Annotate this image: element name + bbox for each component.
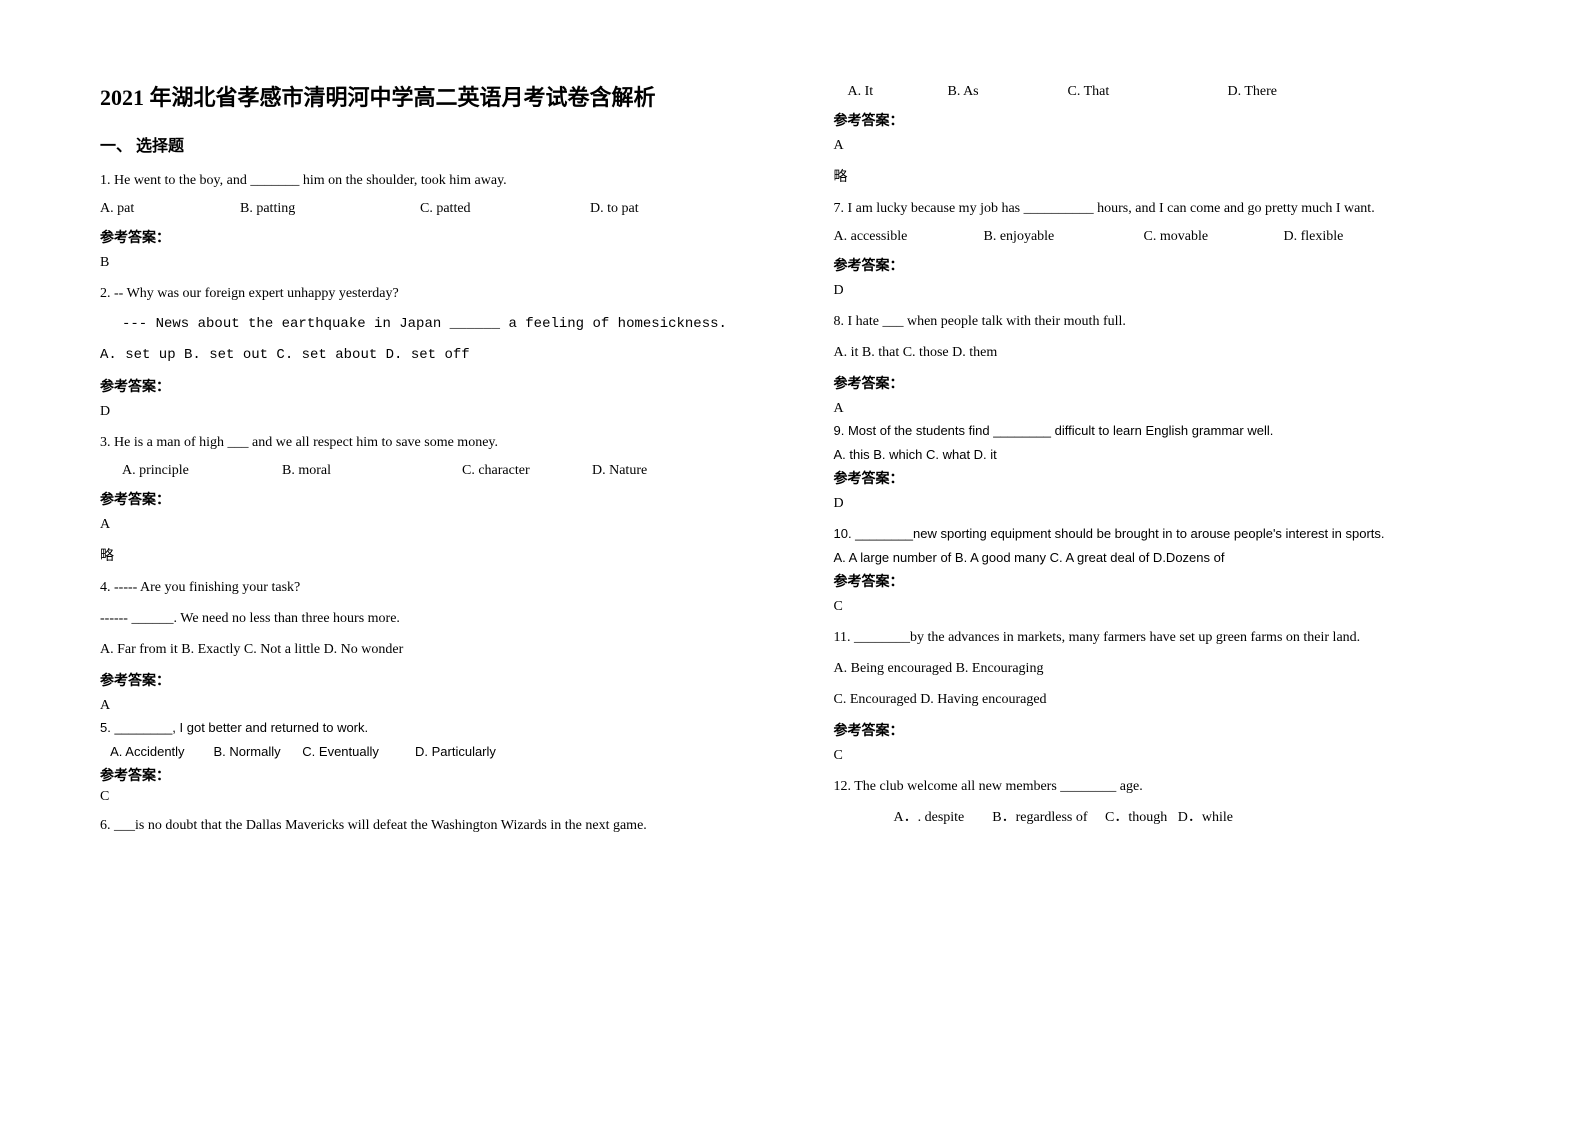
q8-answer-label: 参考答案： — [834, 373, 1508, 393]
q2-sub: --- News about the earthquake in Japan _… — [100, 314, 774, 335]
q4-answer: A — [100, 698, 774, 714]
q3-options: A. principle B. moral C. character D. Na… — [100, 463, 774, 479]
q10-text: 10. ________new sporting equipment shoul… — [834, 524, 1508, 544]
q7-opt-c: C. movable — [1144, 229, 1284, 245]
q4-sub: ------ ______. We need no less than thre… — [100, 608, 774, 629]
q6-opt-a: A. It — [848, 84, 948, 100]
q5-options: A. Accidently B. Normally C. Eventually … — [100, 742, 774, 762]
q1-options: A. pat B. patting C. patted D. to pat — [100, 201, 774, 217]
q7-opt-b: B. enjoyable — [984, 229, 1144, 245]
q3-omit: 略 — [100, 545, 774, 565]
q1-answer-label: 参考答案： — [100, 227, 774, 247]
q11-text: 11. ________by the advances in markets, … — [834, 627, 1508, 648]
q9-answer: D — [834, 496, 1508, 512]
right-column: A. It B. As C. That D. There 参考答案： A 略 7… — [804, 80, 1508, 1082]
q6-answer: A — [834, 138, 1508, 154]
q3-answer-label: 参考答案： — [100, 489, 774, 509]
q7-opt-d: D. flexible — [1284, 229, 1344, 245]
q11-options-r2: C. Encouraged D. Having encouraged — [834, 689, 1508, 710]
q3-opt-a: A. principle — [122, 463, 282, 479]
q12-options: A．. despite B．regardless of C．though D．w… — [834, 807, 1508, 828]
q1-answer: B — [100, 255, 774, 271]
q7-answer-label: 参考答案： — [834, 255, 1508, 275]
q8-text: 8. I hate ___ when people talk with thei… — [834, 311, 1508, 332]
q1-opt-c: C. patted — [420, 201, 590, 217]
q4-answer-label: 参考答案： — [100, 670, 774, 690]
q12-text: 12. The club welcome all new members ___… — [834, 776, 1508, 797]
q7-opt-a: A. accessible — [834, 229, 984, 245]
q10-answer: C — [834, 599, 1508, 615]
q11-answer: C — [834, 748, 1508, 764]
q1-opt-d: D. to pat — [590, 201, 639, 217]
q9-answer-label: 参考答案： — [834, 468, 1508, 488]
q6-omit: 略 — [834, 166, 1508, 186]
page-title: 2021 年湖北省孝感市清明河中学高二英语月考试卷含解析 — [100, 80, 774, 112]
q4-options: A. Far from it B. Exactly C. Not a littl… — [100, 639, 774, 660]
q2-answer: D — [100, 404, 774, 420]
q2-options: A. set up B. set out C. set about D. set… — [100, 345, 774, 366]
q3-opt-c: C. character — [462, 463, 592, 479]
q1-text: 1. He went to the boy, and _______ him o… — [100, 170, 774, 191]
section-heading: 一、 选择题 — [100, 132, 774, 156]
q5-answer: C — [100, 789, 774, 805]
q8-answer: A — [834, 401, 1508, 417]
q10-options: A. A large number of B. A good many C. A… — [834, 548, 1508, 568]
q5-text: 5. ________, I got better and returned t… — [100, 718, 774, 738]
left-column: 2021 年湖北省孝感市清明河中学高二英语月考试卷含解析 一、 选择题 1. H… — [100, 80, 804, 1082]
q4-text: 4. ----- Are you finishing your task? — [100, 577, 774, 598]
q6-opt-d: D. There — [1228, 84, 1278, 100]
q8-options: A. it B. that C. those D. them — [834, 342, 1508, 363]
q6-opt-b: B. As — [948, 84, 1068, 100]
q6-answer-label: 参考答案： — [834, 110, 1508, 130]
q6-opt-c: C. That — [1068, 84, 1228, 100]
q7-text: 7. I am lucky because my job has _______… — [834, 198, 1508, 219]
q3-opt-d: D. Nature — [592, 463, 647, 479]
exam-page: 2021 年湖北省孝感市清明河中学高二英语月考试卷含解析 一、 选择题 1. H… — [0, 0, 1587, 1122]
q7-answer: D — [834, 283, 1508, 299]
q6-options: A. It B. As C. That D. There — [834, 84, 1508, 100]
q10-answer-label: 参考答案： — [834, 571, 1508, 591]
q11-options-r1: A. Being encouraged B. Encouraging — [834, 658, 1508, 679]
q3-text: 3. He is a man of high ___ and we all re… — [100, 432, 774, 453]
q11-answer-label: 参考答案： — [834, 720, 1508, 740]
q7-options: A. accessible B. enjoyable C. movable D.… — [834, 229, 1508, 245]
q5-answer-label: 参考答案： — [100, 765, 774, 785]
q3-answer: A — [100, 517, 774, 533]
q3-opt-b: B. moral — [282, 463, 462, 479]
q1-opt-b: B. patting — [240, 201, 420, 217]
q9-options: A. this B. which C. what D. it — [834, 445, 1508, 465]
q2-answer-label: 参考答案： — [100, 376, 774, 396]
q1-opt-a: A. pat — [100, 201, 240, 217]
q6-text: 6. ___is no doubt that the Dallas Maveri… — [100, 815, 774, 836]
q9-text: 9. Most of the students find ________ di… — [834, 421, 1508, 441]
q2-text: 2. -- Why was our foreign expert unhappy… — [100, 283, 774, 304]
